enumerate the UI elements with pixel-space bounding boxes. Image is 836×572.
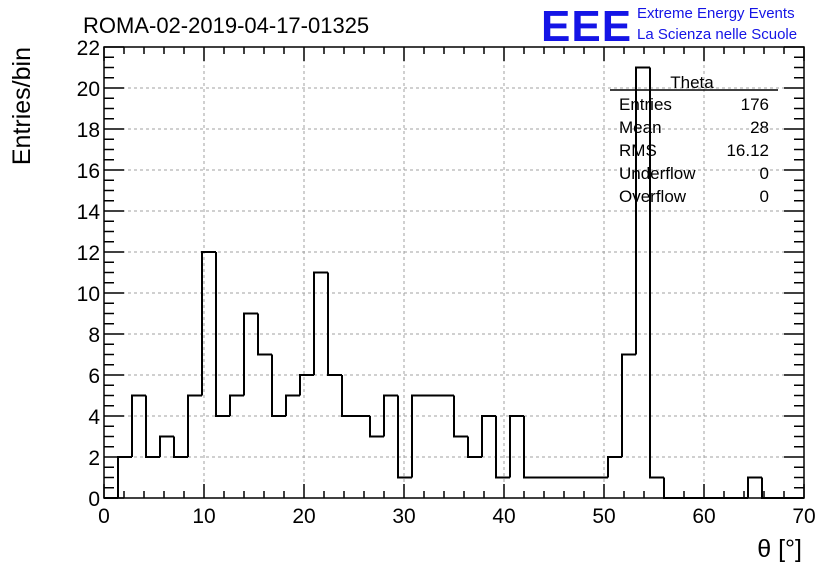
histogram-bin	[173, 436, 188, 458]
histogram-bars	[104, 66, 804, 499]
stats-value-overflow: 0	[760, 187, 769, 206]
histogram-bin	[635, 66, 650, 355]
histogram-bin	[313, 271, 328, 375]
x-tick-label: 60	[692, 505, 715, 528]
histogram-bin	[271, 354, 286, 417]
histogram-bin	[117, 456, 132, 498]
stats-box-title: Theta	[670, 73, 714, 92]
eee-logo-line2: La Scienza nelle Scuole	[637, 26, 797, 43]
stats-label-mean: Mean	[619, 118, 662, 137]
stats-value-rms: 16.12	[726, 141, 769, 160]
eee-logo: EEE Extreme Energy Events La Scienza nel…	[541, 2, 797, 51]
y-tick-label: 2	[88, 447, 100, 470]
x-tick-label: 10	[192, 505, 215, 528]
histogram-bin	[467, 436, 482, 458]
y-tick-labels: 0 2 4 6 8 10 12 14 16 18 20 22	[77, 37, 101, 511]
histogram-bin	[747, 476, 762, 498]
histogram-bin	[411, 394, 426, 478]
axis-ticks	[103, 46, 805, 499]
eee-logo-mark: EEE	[541, 2, 632, 51]
histogram-bin	[299, 374, 314, 396]
x-tick-label: 50	[592, 505, 615, 528]
x-tick-label: 0	[98, 505, 110, 528]
histogram-bin	[397, 395, 412, 479]
histogram-bin	[621, 353, 636, 457]
y-tick-label: 20	[77, 78, 100, 101]
histogram-bin	[649, 67, 664, 479]
histogram-bin	[369, 416, 384, 438]
y-tick-label: 18	[77, 119, 100, 142]
histogram-bin	[327, 272, 342, 376]
x-tick-label: 40	[492, 505, 515, 528]
histogram-bin	[131, 394, 146, 457]
stats-label-rms: RMS	[619, 141, 657, 160]
histogram-bin	[341, 375, 356, 417]
histogram-bin	[215, 252, 230, 417]
histogram-bin	[257, 313, 272, 356]
y-tick-label: 10	[77, 283, 100, 306]
histogram-bin	[243, 312, 258, 396]
histogram-bin	[495, 416, 510, 479]
x-tick-label: 30	[392, 505, 415, 528]
histogram-bin	[285, 394, 300, 416]
x-axis-label: θ [°]	[757, 535, 802, 563]
histogram-bin	[229, 394, 244, 416]
histogram-bin	[509, 415, 524, 478]
x-tick-label: 70	[792, 505, 815, 528]
histogram-bin	[481, 415, 496, 457]
plot-title: ROMA-02-2019-04-17-01325	[83, 13, 369, 38]
y-tick-label: 6	[88, 365, 100, 388]
histogram-bin	[453, 395, 468, 438]
histogram-bin	[159, 435, 174, 457]
y-tick-label: 12	[77, 242, 100, 265]
y-tick-label: 16	[77, 160, 100, 183]
stats-label-underflow: Underflow	[619, 164, 696, 183]
histogram-bin	[383, 394, 398, 437]
stats-value-underflow: 0	[760, 164, 769, 183]
stats-value-entries: 176	[741, 95, 769, 114]
y-axis-label: Entries/bin	[8, 47, 36, 165]
histogram-bin	[187, 394, 202, 457]
y-tick-label: 4	[88, 406, 100, 429]
y-tick-label: 0	[88, 488, 100, 511]
histogram-bin	[607, 456, 622, 478]
y-tick-label: 8	[88, 324, 100, 347]
stats-value-mean: 28	[750, 118, 769, 137]
histogram-bin	[523, 416, 538, 479]
y-tick-label: 22	[77, 37, 100, 60]
stats-box: Theta Entries 176 Mean 28 RMS 16.12 Unde…	[610, 73, 778, 206]
eee-logo-line1: Extreme Energy Events	[637, 5, 795, 22]
stats-label-overflow: Overflow	[619, 187, 687, 206]
stats-label-entries: Entries	[619, 95, 672, 114]
histogram-bin	[663, 477, 678, 499]
x-tick-label: 20	[292, 505, 315, 528]
histogram-bin	[145, 395, 160, 458]
histogram-bin	[201, 251, 216, 396]
x-tick-labels: 0 10 20 30 40 50 60 70	[98, 505, 816, 528]
y-tick-label: 14	[77, 201, 101, 224]
